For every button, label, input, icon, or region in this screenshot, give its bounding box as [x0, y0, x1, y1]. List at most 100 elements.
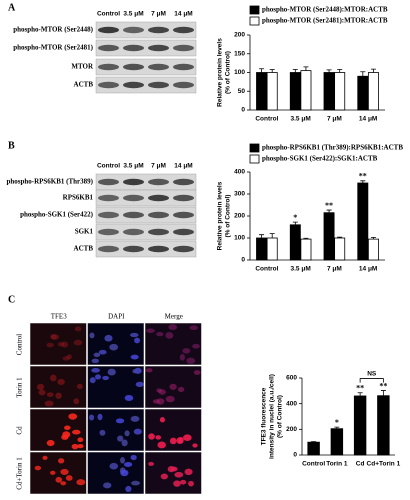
error-bar [360, 180, 366, 183]
significance-label: * [335, 418, 339, 427]
y-axis-label: (% of Control) [225, 195, 232, 238]
cell [34, 465, 42, 471]
micrograph [29, 322, 87, 366]
cell [159, 417, 165, 423]
blot-row-label: RPS6KB1 [63, 194, 94, 202]
cell [61, 434, 69, 440]
cell [156, 398, 165, 405]
blot-column-label: Control [97, 11, 120, 18]
cell [60, 468, 69, 476]
significance-label: * [293, 213, 297, 222]
cell [133, 428, 142, 435]
cell [130, 454, 137, 461]
blot-strip [95, 39, 197, 57]
cell [129, 332, 139, 338]
y-tick-label: 400 [234, 169, 245, 176]
blot-row-label: phospho-RPS6KB1 (Thr389) [6, 178, 93, 186]
cell [192, 343, 200, 349]
blot-row-label: phospho-MTOR (Ser2481) [13, 44, 93, 52]
cell [193, 370, 201, 376]
x-tick-label: 7 μM [327, 266, 342, 273]
y-tick-label: 600 [286, 375, 297, 382]
image-column-label: TFE3 [51, 313, 67, 321]
blot-row-label: SGK1 [75, 228, 94, 236]
cell [89, 332, 95, 339]
cell [174, 471, 184, 478]
blot-row-label: MTOR [71, 63, 94, 71]
image-column-label: Merge [165, 313, 183, 321]
cell [120, 469, 129, 477]
cell [91, 368, 101, 373]
cell [184, 468, 193, 476]
error-bar [269, 233, 275, 238]
error-bar [357, 392, 363, 396]
blot-band [98, 63, 119, 71]
cell [121, 439, 128, 447]
blot-band [123, 194, 144, 202]
blot-band [148, 26, 169, 34]
cell [73, 398, 80, 405]
cell [148, 433, 155, 440]
cell [50, 470, 56, 475]
blot-band [148, 245, 169, 253]
cell [73, 339, 83, 346]
bar [266, 237, 278, 261]
blot-row-label: phospho-SGK1 (Ser422) [20, 211, 94, 219]
bar [377, 395, 390, 456]
panel-label: A [8, 2, 16, 13]
bar [323, 212, 335, 261]
image-column-label: DAPI [108, 313, 125, 321]
blot-column-label: Control [97, 163, 120, 170]
blot-column-label: 7 μM [151, 163, 166, 170]
cell [71, 443, 79, 450]
image-row-label: Cd [16, 426, 24, 435]
cell [165, 395, 175, 403]
cell [72, 429, 81, 435]
blot-band [123, 178, 144, 186]
blot-band [98, 245, 119, 253]
bar [330, 428, 344, 456]
panel-label: B [8, 140, 15, 151]
y-axis-label: TFE3 fluorescence [261, 387, 268, 445]
cell [160, 473, 168, 480]
cell [97, 413, 103, 421]
blot-band [173, 194, 194, 202]
cell [65, 475, 73, 481]
bar [289, 72, 301, 111]
cell [89, 414, 95, 421]
image-row-label: Control [16, 334, 24, 355]
blot-row-label: ACTB [74, 81, 94, 89]
blot-band [98, 26, 119, 34]
cell [131, 480, 141, 486]
bar [334, 72, 346, 111]
cell [124, 394, 134, 401]
y-tick-label: 200 [234, 213, 245, 220]
cell [66, 354, 72, 360]
cell [183, 434, 192, 442]
error-bar [326, 69, 332, 73]
x-tick-label: 7 μM [327, 116, 342, 123]
cell [57, 342, 65, 347]
cell [36, 383, 45, 391]
cell [120, 457, 126, 464]
x-tick-label: 3.5 μM [291, 116, 311, 123]
cell [123, 461, 133, 467]
cell [74, 326, 82, 332]
error-bar [303, 66, 309, 71]
blot-band [148, 63, 169, 71]
significance-label: ** [379, 381, 387, 390]
cell [146, 328, 155, 333]
cell [89, 377, 96, 384]
y-axis-label: intensity in nuclei (a.u./cell) [269, 374, 276, 459]
legend-swatch [249, 16, 260, 26]
legend-label: phospho-MTOR (Ser2448):MTOR:ACTB [262, 6, 388, 14]
blot-column-label: 14 μM [174, 11, 192, 18]
bar [300, 70, 312, 111]
cell [57, 378, 65, 386]
blot-band [173, 228, 194, 236]
cell [189, 325, 199, 330]
blot-band [173, 245, 194, 253]
image-row-label: Torin 1 [16, 377, 24, 398]
cell [117, 435, 124, 442]
cell [132, 369, 138, 374]
